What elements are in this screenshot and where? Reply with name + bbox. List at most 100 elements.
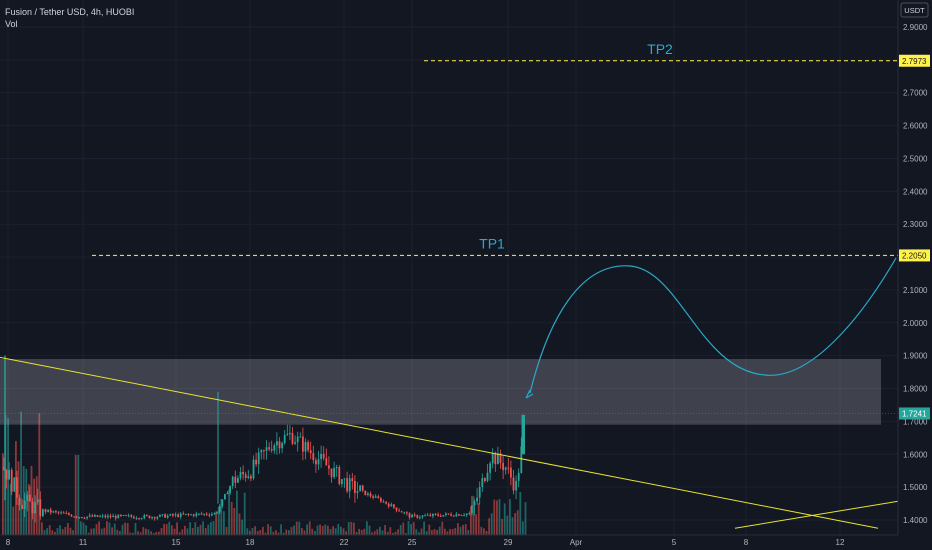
candle-body [442, 515, 445, 517]
candle-body [450, 514, 452, 516]
volume-bar [509, 499, 511, 535]
volume-bar [363, 528, 366, 535]
candle-body [424, 515, 426, 517]
price-tick-label: 1.8000 [903, 385, 928, 394]
candle-body [3, 467, 5, 470]
volume-bar [483, 528, 485, 535]
price-tick-label: 1.5000 [903, 483, 928, 492]
time-tick-label: 29 [504, 538, 513, 547]
volume-bar [186, 528, 189, 535]
volume-bar [61, 529, 64, 535]
candle-body [315, 460, 317, 465]
volume-bar [12, 506, 15, 535]
candle-body [304, 442, 307, 452]
candle-body [88, 515, 91, 517]
projection-arrowhead [525, 389, 534, 399]
time-tick-label: 11 [79, 538, 88, 547]
volume-bar [9, 483, 12, 535]
currency-badge [900, 2, 929, 18]
volume-bar [126, 523, 129, 535]
volume-bar [386, 531, 389, 535]
volume-bar [524, 502, 527, 535]
candle-body [164, 514, 166, 518]
volume-bar [189, 522, 191, 535]
candle-body [395, 507, 398, 511]
candle-body [10, 469, 13, 492]
candle-body [486, 472, 489, 481]
candle-body [359, 485, 361, 492]
volume-bar [423, 521, 425, 535]
volume-bar [470, 506, 472, 535]
candle-body [515, 480, 517, 491]
volume-bar [457, 523, 459, 535]
candle-body [117, 514, 120, 519]
resistance-zone [0, 358, 881, 425]
volume-bar [514, 513, 516, 535]
price-tick-label: 2.7000 [903, 89, 928, 98]
candle-body [263, 450, 265, 452]
volume-bar [238, 513, 241, 535]
volume-bar [199, 524, 202, 535]
candle-body [341, 479, 343, 485]
candle-body [429, 514, 432, 517]
volume-bar [410, 523, 412, 535]
volume-bar [243, 492, 246, 535]
candle-body [148, 515, 151, 519]
volume-bar [54, 531, 56, 535]
volume-bar [236, 490, 238, 535]
candle-body [182, 513, 185, 515]
candle-body [512, 477, 515, 491]
volume-bar [449, 529, 451, 535]
volume-bar [137, 531, 139, 535]
volume-bar [488, 518, 490, 535]
volume-bar [337, 524, 340, 535]
candle-body [398, 510, 400, 512]
volume-bar [82, 522, 85, 535]
volume-bar [178, 532, 181, 535]
candle-body [502, 463, 504, 471]
volume-bar [103, 527, 106, 535]
candle-body [159, 514, 161, 517]
candle-body [138, 518, 140, 520]
volume-bar [100, 528, 103, 535]
candle-body [140, 518, 143, 520]
candle-body [276, 441, 278, 446]
price-tick-label: 2.1000 [903, 286, 928, 295]
volume-bar [17, 461, 20, 535]
volume-bar [35, 476, 38, 535]
volume-indicator-label: Vol [5, 19, 18, 29]
candle-body [151, 517, 153, 519]
candle-body [70, 514, 73, 517]
volume-bar [293, 525, 295, 535]
candle-body [81, 517, 83, 519]
candle-body [127, 515, 130, 517]
candle-body [252, 459, 255, 479]
volume-bar [347, 521, 350, 535]
volume-bar [30, 465, 33, 535]
candle-body [445, 513, 447, 516]
candle-body [101, 515, 104, 517]
volume-bar [498, 499, 501, 535]
candle-body [372, 496, 374, 498]
volume-bar [340, 526, 342, 535]
candlesticks [3, 422, 525, 523]
candle-body [104, 515, 107, 518]
candle-body [367, 493, 369, 496]
candle-body [411, 514, 413, 518]
volume-bar [415, 529, 418, 535]
candle-body [499, 453, 502, 464]
candle-body [455, 514, 458, 517]
candle-body [234, 476, 237, 483]
volume-bar [446, 531, 449, 535]
time-tick-label: 15 [172, 538, 181, 547]
volume-bar [342, 528, 345, 535]
candle-body [338, 467, 341, 485]
volume-bars [2, 411, 527, 535]
volume-bar [51, 530, 54, 535]
candle-body [312, 453, 315, 461]
candle-body [185, 513, 187, 515]
volume-bar [355, 531, 358, 535]
volume-bar [298, 521, 301, 535]
price-tick-label: 1.9000 [903, 352, 928, 361]
